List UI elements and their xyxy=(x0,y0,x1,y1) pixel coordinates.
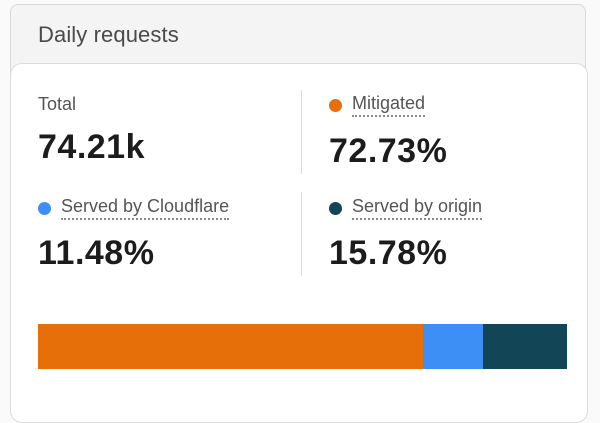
traffic-breakdown-bar xyxy=(38,324,567,369)
cloudflare-label[interactable]: Served by Cloudflare xyxy=(38,196,230,220)
origin-label[interactable]: Served by origin xyxy=(329,196,483,220)
cloudflare-label-text[interactable]: Served by Cloudflare xyxy=(61,196,230,220)
mitigated-legend-dot-icon xyxy=(329,98,342,112)
vertical-divider xyxy=(301,192,302,276)
origin-legend-dot-icon xyxy=(329,201,342,215)
origin-label-text[interactable]: Served by origin xyxy=(352,196,483,220)
bar-segment-origin[interactable] xyxy=(483,324,567,369)
origin-value: 15.78% xyxy=(329,234,448,272)
total-label-text: Total xyxy=(38,94,77,114)
mitigated-value: 72.73% xyxy=(329,132,448,170)
card-title: Daily requests xyxy=(38,22,179,47)
mitigated-label[interactable]: Mitigated xyxy=(329,93,426,117)
total-label: Total xyxy=(38,94,76,115)
bar-segment-cloudflare[interactable] xyxy=(422,324,484,369)
mitigated-label-text[interactable]: Mitigated xyxy=(352,93,426,117)
bar-segment-mitigated[interactable] xyxy=(38,324,423,369)
vertical-divider xyxy=(301,90,302,174)
cloudflare-value: 11.48% xyxy=(38,234,155,272)
cloudflare-legend-dot-icon xyxy=(38,201,51,215)
total-value: 74.21k xyxy=(38,128,145,166)
